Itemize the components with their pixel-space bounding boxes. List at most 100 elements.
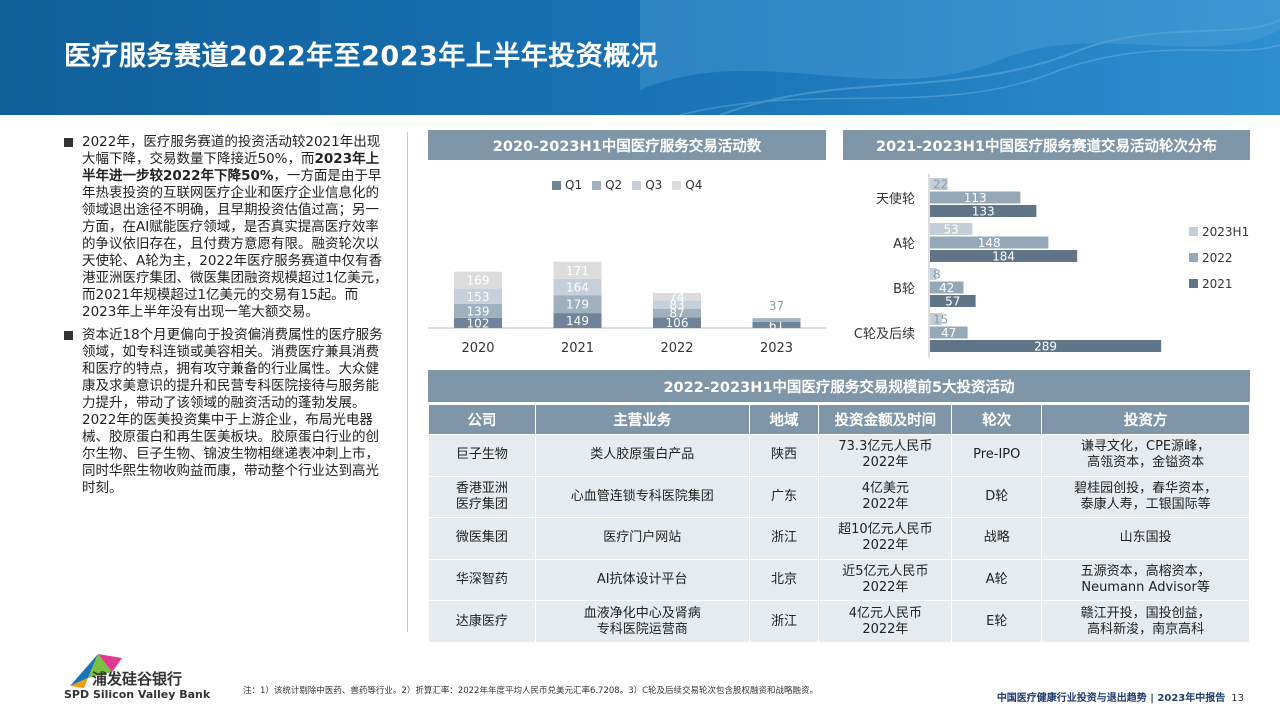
- legend-label: Q1: [565, 178, 583, 192]
- legend-swatch: [672, 180, 682, 190]
- bullet-text: ，一方面是由于早年热衷投资的互联网医疗企业和医疗企业信息化的领域退出途径不明确，…: [82, 168, 388, 320]
- x-tick-label: 2023: [760, 341, 793, 356]
- cell-line: 2022年: [862, 496, 909, 512]
- bar: [930, 178, 948, 190]
- data-label: 113: [964, 191, 987, 205]
- bullet-text: 2022年，医疗服务赛道的投资活动较2021年出现大幅下降，交易数量下降接近50…: [82, 134, 381, 167]
- table-row: 香港亚洲 医疗集团 心血管连锁专科医院集团 广东 4亿美元 2022年 D轮 碧桂园…: [428, 475, 1250, 519]
- bar-segment: [752, 318, 801, 322]
- table-cell: 谦寻文化，CPE源峰， 高瓴资本，金镒资本: [1041, 434, 1250, 477]
- bar: [930, 250, 1078, 262]
- table-title: 2022-2023H1中国医疗服务交易规模前5大投资活动: [428, 370, 1250, 402]
- table-cell: 北京: [748, 558, 820, 602]
- legend-swatch: [1189, 279, 1198, 288]
- table-row: 达康医疗 血液净化中心及肾病 专科医院运营商 浙江 4亿元人民币 2022年 E轮 …: [428, 600, 1250, 643]
- table-cell: 4亿元人民币 2022年: [818, 600, 953, 643]
- bullet-bold-text: 2023年上半年进一步较2022年下降50%: [82, 151, 380, 184]
- table-cell: A轮: [951, 558, 1043, 602]
- legend-label: 2021: [1202, 277, 1233, 291]
- data-label: 289: [1034, 340, 1057, 354]
- table-cell: 浙江: [748, 517, 820, 560]
- bar: [930, 223, 973, 235]
- table-cell: 赣江开投，国投创益， 高科新浚，南京高科: [1041, 600, 1250, 643]
- legend-item: Q4: [672, 178, 702, 192]
- cell-line: 2022年: [862, 538, 909, 554]
- bar-segment: [553, 313, 602, 328]
- bullet-item: 2022年，医疗服务赛道的投资活动较2021年出现大幅下降，交易数量下降接近50…: [62, 134, 392, 321]
- bar-segment: [454, 303, 502, 318]
- data-label: 42: [939, 281, 954, 295]
- cell-line: 超10亿元人民币: [838, 522, 933, 538]
- cell-line: 五源资本，高榕资本，: [1080, 564, 1211, 580]
- footnote: 注：1）该统计剔除中医药、兽药等行业。2）折算汇率：2022年年度平均人民币兑美…: [243, 686, 819, 696]
- bar: [930, 236, 1049, 249]
- table-row: 巨子生物 类人胶原蛋白产品 陕西 73.3亿元人民币 2022年 Pre-IPO …: [428, 434, 1250, 477]
- data-label: 53: [944, 223, 959, 237]
- bank-logo: 浦发硅谷银行 SPD Silicon Valley Bank: [62, 648, 212, 706]
- legend-swatch: [592, 180, 602, 190]
- cell-line: 碧桂园创投，春华资本，: [1074, 480, 1218, 496]
- data-label: 15: [933, 313, 948, 327]
- bank-logo-icon: [70, 654, 122, 688]
- x-tick-label: 2021: [561, 341, 594, 356]
- table-cell: 陕西: [748, 434, 820, 477]
- bar: [930, 281, 964, 294]
- cell-line: 赣江开投，国投创益，: [1080, 605, 1211, 621]
- cell-line: 专科医院运营商: [596, 621, 688, 637]
- data-label: 87: [669, 307, 684, 321]
- y-tick-label: 天使轮: [876, 191, 915, 207]
- data-label: 139: [467, 304, 490, 318]
- table-row: 华深智药 AI抗体设计平台 北京 近5亿元人民币 2022年 A轮 五源资本，高榕…: [428, 558, 1250, 602]
- table-cell: 73.3亿元人民币 2022年: [818, 434, 953, 477]
- page-number: 13: [1231, 693, 1244, 704]
- data-label: 74: [669, 290, 684, 304]
- legend-label: 2023H1: [1202, 225, 1249, 239]
- cell-line: 2022年: [862, 455, 909, 471]
- legend-label: 2022: [1202, 251, 1233, 265]
- table-cell: 浙江: [748, 600, 820, 643]
- bar-segment: [454, 317, 502, 328]
- cell-line: 谦寻文化，CPE源峰，: [1081, 439, 1211, 455]
- data-label: 37: [769, 299, 784, 313]
- table-header: 轮次: [951, 404, 1043, 435]
- table-cell: D轮: [951, 475, 1043, 519]
- table-cell: 战略: [951, 517, 1043, 560]
- legend-item: Q3: [632, 178, 662, 192]
- table-header: 地域: [748, 404, 820, 435]
- y-tick-label: B轮: [893, 282, 915, 297]
- bar-segment: [553, 261, 602, 279]
- table-cell: 心血管连锁专科医院集团: [534, 475, 750, 519]
- data-label: 148: [978, 236, 1001, 250]
- cell-line: 4亿美元: [861, 480, 910, 496]
- cell-line: 2022年: [862, 580, 909, 596]
- divider: [407, 132, 408, 632]
- page-header: 医疗服务赛道2022年至2023年上半年投资概况: [0, 0, 1280, 115]
- cell-line: 泰康人寿，工银国际等: [1080, 496, 1211, 512]
- bullet-square-icon: [64, 331, 73, 340]
- bank-logo-cn: 浦发硅谷银行: [92, 670, 183, 688]
- legend-label: Q2: [605, 178, 623, 192]
- legend-swatch: [1189, 227, 1198, 236]
- data-label: 106: [666, 316, 689, 330]
- data-label: 47: [941, 326, 956, 340]
- legend-swatch: [1189, 253, 1198, 262]
- cell-line: Neumann Advisor等: [1081, 580, 1210, 596]
- table-cell: 医疗门户网站: [534, 517, 750, 560]
- bank-logo-en: SPD Silicon Valley Bank: [64, 688, 211, 701]
- table-row: 微医集团 医疗门户网站 浙江 超10亿元人民币 2022年 战略 山东国投: [428, 517, 1250, 560]
- data-label: 83: [669, 298, 684, 312]
- data-label: 61: [769, 318, 784, 332]
- table-cell: 巨子生物: [428, 434, 536, 477]
- cell-line: 近5亿元人民币: [842, 564, 929, 580]
- data-label: 153: [467, 290, 490, 304]
- bar: [930, 295, 976, 307]
- chart1-title: 2020-2023H1中国医疗服务交易活动数: [428, 130, 826, 160]
- bullet-text: 资本近18个月更偏向于投资偏消费属性的医疗服务领域，如专科连锁或美容相关。消费医…: [82, 327, 383, 496]
- cell-line: 香港亚洲: [455, 480, 508, 496]
- table-cell: 血液净化中心及肾病 专科医院运营商: [534, 600, 750, 643]
- bar-segment: [653, 300, 701, 309]
- bullet-square-icon: [64, 138, 73, 147]
- table-cell: 山东国投: [1041, 517, 1250, 560]
- bar-segment: [653, 317, 701, 328]
